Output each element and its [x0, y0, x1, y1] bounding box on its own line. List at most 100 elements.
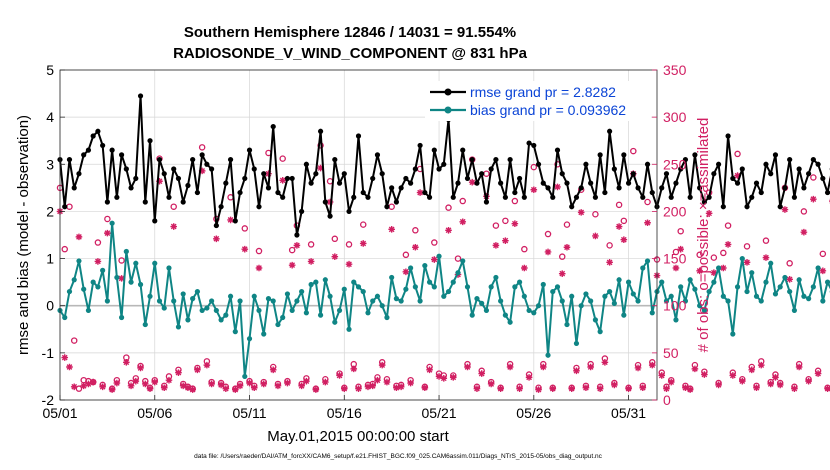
- obs-assimilated-point-89: [478, 370, 485, 377]
- rmse-point-8: [95, 128, 101, 134]
- rmse-point-24: [171, 166, 177, 172]
- bias-point-156: [796, 277, 802, 283]
- obs-assimilated-point-123: [639, 384, 647, 392]
- bias-point-120: [625, 279, 632, 285]
- obs-assimilated-point-34: [217, 381, 225, 389]
- rmse-series: [57, 93, 830, 238]
- bias-point-76: [417, 298, 423, 304]
- rmse-point-28: [190, 156, 196, 163]
- rmse-point-149: [763, 161, 769, 167]
- rmse-point-12: [114, 194, 120, 200]
- obs-assimilated-point-39: [241, 245, 249, 253]
- x-axis: 05/01 05/06 05/11 05/16 05/21 05/26 05/31: [42, 395, 646, 421]
- obs-assimilated-point-138: [710, 269, 718, 277]
- bias-point-103: [545, 352, 551, 358]
- obs-possible-point-94: [502, 217, 509, 225]
- obs-possible-point-30: [198, 144, 206, 151]
- obs-assimilated-point-147: [753, 384, 760, 392]
- rmse-point-43: [261, 171, 267, 177]
- obs-assimilated-point-111: [582, 384, 590, 392]
- obs-possible-point-96: [511, 197, 519, 205]
- rmse-point-108: [569, 204, 575, 210]
- obs-possible-point-100: [530, 163, 538, 171]
- rmse-point-3: [71, 185, 77, 191]
- bias-point-6: [85, 307, 92, 314]
- rmse-point-160: [815, 161, 821, 167]
- bias-point-150: [768, 260, 774, 266]
- obs-assimilated-point-136: [701, 371, 708, 378]
- obs-assimilated-point-105: [554, 183, 561, 191]
- bias-point-26: [180, 291, 186, 297]
- rmse-point-66: [370, 175, 376, 182]
- rmse-point-80: [436, 166, 442, 172]
- obs-possible-point-135: [696, 251, 703, 259]
- bias-point-135: [697, 303, 703, 309]
- obs-assimilated-point-71: [393, 384, 400, 392]
- y-axis-right-label: # of obs: o=possible; ×=assimilated: [695, 118, 712, 353]
- obs-assimilated-point-61: [345, 260, 353, 268]
- rmse-point-135: [697, 185, 703, 191]
- obs-assimilated-point-79: [431, 256, 438, 263]
- bias-point-148: [758, 298, 764, 304]
- legend-rmse-marker: [444, 88, 452, 96]
- obs-assimilated-point-102: [539, 363, 547, 371]
- rmse-point-112: [588, 180, 594, 186]
- rmse-point-29: [194, 189, 201, 196]
- bias-point-162: [824, 279, 830, 285]
- obs-assimilated-point-83: [449, 374, 457, 381]
- rmse-point-41: [251, 166, 257, 172]
- obs-assimilated-point-80: [435, 373, 443, 380]
- obs-assimilated-point-36: [227, 216, 234, 224]
- y-right-tick-label-4: 200: [663, 203, 687, 219]
- bias-point-132: [682, 298, 689, 304]
- x-tick-label-6: 05/31: [611, 405, 646, 421]
- bias-point-100: [531, 310, 537, 316]
- obs-possible-point-42: [255, 247, 263, 255]
- obs-assimilated-point-41: [250, 384, 258, 392]
- rmse-point-36: [227, 156, 234, 163]
- bias-point-17: [137, 281, 144, 288]
- bias-point-58: [332, 319, 338, 325]
- obs-assimilated-point-95: [506, 363, 514, 371]
- obs-assimilated-point-142: [729, 372, 737, 379]
- bias-point-25: [175, 324, 182, 330]
- rmse-point-75: [412, 166, 418, 172]
- legend-bias-label: bias grand pr = 0.093962: [470, 102, 626, 118]
- rmse-point-131: [678, 166, 684, 172]
- obs-assimilated-point-32: [208, 380, 215, 388]
- obs-assimilated-point-122: [634, 364, 642, 372]
- obs-assimilated-point-22: [160, 384, 168, 392]
- rmse-point-27: [185, 182, 191, 189]
- rmse-point-83: [450, 194, 456, 200]
- rmse-point-18: [142, 199, 148, 205]
- obs-assimilated-point-2: [66, 363, 73, 371]
- bias-point-113: [592, 317, 599, 323]
- obs-assimilated-point-109: [573, 367, 580, 375]
- rmse-point-88: [474, 180, 480, 186]
- rmse-point-136: [701, 199, 707, 205]
- rmse-point-122: [635, 185, 641, 191]
- rmse-point-155: [791, 194, 798, 200]
- y-axis-left: -2 -1 0 1 2 3 4 5: [42, 62, 65, 408]
- rmse-point-115: [602, 189, 608, 196]
- obs-possible-point-141: [724, 222, 732, 229]
- plot-area: [60, 70, 657, 400]
- bias-point-159: [810, 284, 816, 290]
- obs-assimilated-point-92: [492, 242, 500, 249]
- obs-possible-point-119: [620, 217, 628, 225]
- bias-point-91: [488, 284, 494, 290]
- obs-assimilated-point-19: [146, 385, 154, 392]
- bias-point-48: [284, 291, 291, 297]
- rmse-point-96: [512, 189, 518, 196]
- bias-point-157: [801, 293, 807, 299]
- obs-possible-point-73: [402, 251, 410, 259]
- rmse-point-6: [85, 147, 92, 153]
- rmse-point-153: [782, 185, 788, 191]
- obs-assimilated-point-9: [99, 383, 106, 391]
- bias-point-88: [474, 296, 480, 302]
- obs-assimilated-point-85: [459, 218, 467, 226]
- rmse-point-89: [479, 171, 485, 177]
- bias-point-75: [412, 284, 418, 290]
- obs-assimilated-point-52: [303, 377, 310, 385]
- bias-point-104: [550, 288, 556, 295]
